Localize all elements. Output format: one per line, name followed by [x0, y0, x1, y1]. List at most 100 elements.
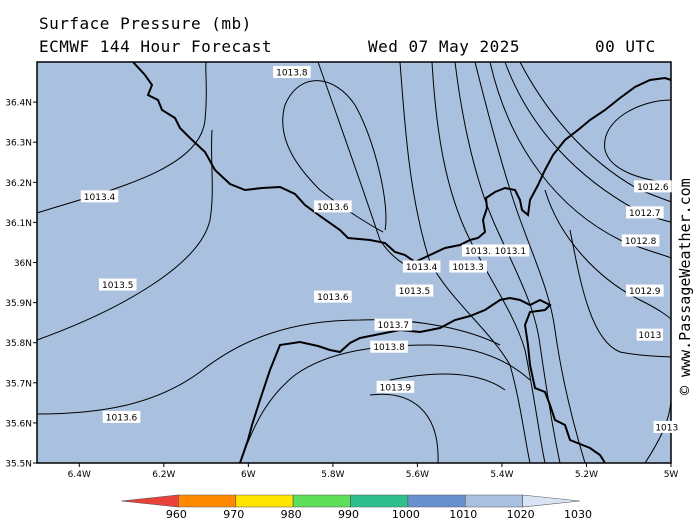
lat-tick-label: 36.1N: [5, 219, 32, 229]
isobar-label: 1012.9: [629, 287, 661, 297]
isobar-label: 1013.7: [378, 321, 410, 331]
colorbar-segment: [178, 494, 237, 508]
forecast-time: 00 UTC: [595, 37, 656, 56]
colorbar-segment: [292, 494, 351, 508]
isobar-label: 1013.3: [452, 263, 484, 273]
colorbar-segment: [522, 494, 581, 508]
lat-tick-label: 36.2N: [5, 179, 32, 189]
chart-title: Surface Pressure (mb): [39, 14, 252, 33]
isobar-band-3: [454, 61, 561, 464]
isobar-label: 1013.6: [106, 413, 138, 423]
isobar-1013-6-south: [36, 319, 501, 415]
coast-morocco: [239, 296, 606, 464]
lon-tick-label: 5.2W: [575, 470, 598, 480]
lat-tick-label: 36.4N: [5, 99, 32, 109]
lon-tick-label: 6.2W: [152, 470, 175, 480]
isobar-label-bg: [462, 244, 500, 257]
isobar-label-bg: [625, 284, 664, 297]
colorbar-label: 990: [338, 508, 359, 521]
isobar-label: 1012.8: [625, 237, 657, 247]
isobar-label-bg: [653, 420, 680, 433]
colorbar-segment: [350, 494, 409, 508]
isobar-label: 1013.5: [102, 281, 134, 291]
lat-tick-label: 35.6N: [5, 419, 32, 429]
lat-tick-label: 35.8N: [5, 339, 32, 349]
isobar-label-bg: [98, 278, 137, 291]
isobar-label-bg: [625, 206, 664, 219]
lon-tick-label: 6W: [241, 470, 256, 480]
isobar-label-bg: [80, 190, 119, 203]
lat-tick-label: 36.3N: [5, 139, 32, 149]
coastline: [132, 61, 672, 464]
isobar-label-bg: [102, 410, 141, 423]
colorbar-segment: [120, 494, 179, 508]
isobar-label: 1013.6: [317, 203, 349, 213]
isobar-1012-6-loop: [604, 99, 672, 184]
isobar-label: 1012.7: [629, 209, 661, 219]
lon-tick-label: 5.6W: [406, 470, 429, 480]
isobar-1013-9-south: [369, 393, 439, 464]
isobar-1013-8-north: [282, 80, 387, 233]
isobar-1013-8-south: [389, 373, 506, 391]
lon-tick-label: 6.4W: [68, 470, 91, 480]
isobar-label: 1013.5: [399, 287, 431, 297]
isobar-label: 1013: [638, 331, 661, 341]
longitude-axis: 6.4W 6.2W 6W 5.8W 5.6W 5.4W 5.2W 5W: [68, 463, 679, 480]
colorbar-label: 1000: [392, 508, 420, 521]
lat-tick-label: 35.5N: [5, 460, 32, 470]
isobar-label: 1013.2: [465, 247, 497, 257]
isobar-label-bg: [370, 340, 408, 353]
latitude-axis: 36.4N 36.3N 36.2N 36.1N 36N 35.9N 35.8N 35.7N 35…: [5, 99, 37, 470]
forecast-model: ECMWF 144 Hour Forecast: [39, 37, 273, 56]
isobar-label-bg: [491, 244, 530, 257]
isobar-label-bg: [634, 180, 672, 193]
isobar-label-bg: [273, 66, 311, 79]
colorbar-segment: [407, 494, 466, 508]
isobar-label-bg: [449, 260, 487, 273]
lat-tick-label: 35.9N: [5, 299, 32, 309]
isobar-label: 1013.6: [317, 293, 349, 303]
colorbar-segment: [464, 494, 523, 508]
sea-area: [37, 62, 671, 463]
isobar-label: 1013: [655, 423, 678, 433]
isobar-label-bg: [374, 318, 413, 331]
lon-tick-label: 5.4W: [490, 470, 513, 480]
isobar-label-bg: [636, 328, 664, 341]
lon-tick-label: 5.8W: [321, 470, 344, 480]
isobar-label: 1013.1: [495, 247, 527, 257]
isobar-label: 1013.9: [380, 383, 412, 393]
isobar-1012-8: [489, 61, 672, 259]
isobar-band-1: [399, 61, 531, 464]
isobar-band-2: [431, 61, 546, 464]
coast-spain-atlantic: [132, 61, 672, 264]
isobar-1013-7-south: [239, 344, 531, 464]
isobar-1013-east: [569, 229, 672, 358]
isobar-1012-7: [504, 61, 672, 223]
isobar-label-bg: [402, 260, 441, 273]
lon-tick-label: 5W: [664, 470, 679, 480]
isobar-label-bg: [314, 200, 352, 213]
lat-tick-label: 36N: [14, 259, 32, 269]
colorbar-label: 1020: [507, 508, 535, 521]
isobar-labels: 1013.8 1013.4 1013.6 1013.5 1013.6 1013.7 1013…: [80, 66, 680, 433]
site-credit: © www.PassageWeather.com: [676, 178, 694, 395]
forecast-date: Wed 07 May 2025: [368, 37, 520, 56]
isobar-band-4: [474, 61, 586, 464]
isobar-label: 1013.8: [373, 343, 405, 353]
isobar-label: 1012.6: [637, 183, 669, 193]
isobar-label-bg: [376, 380, 415, 393]
colorbar-label: 1010: [449, 508, 477, 521]
isobar-1013-6-mid: [317, 61, 411, 269]
isobar-label: 1013.4: [406, 263, 438, 273]
isobar-label: 1013.4: [84, 193, 116, 203]
colorbar-label: 1030: [564, 508, 592, 521]
isobar-1012-6: [519, 61, 672, 203]
isobar-label-bg: [314, 290, 352, 303]
colorbar: 960 970 980 990 1000 1010 1020 1030: [120, 494, 592, 521]
isobar-label-bg: [621, 234, 660, 247]
colorbar-label: 960: [166, 508, 187, 521]
isobar-label: 1013.8: [276, 69, 308, 79]
colorbar-label: 980: [281, 508, 302, 521]
lat-tick-label: 35.7N: [5, 379, 32, 389]
